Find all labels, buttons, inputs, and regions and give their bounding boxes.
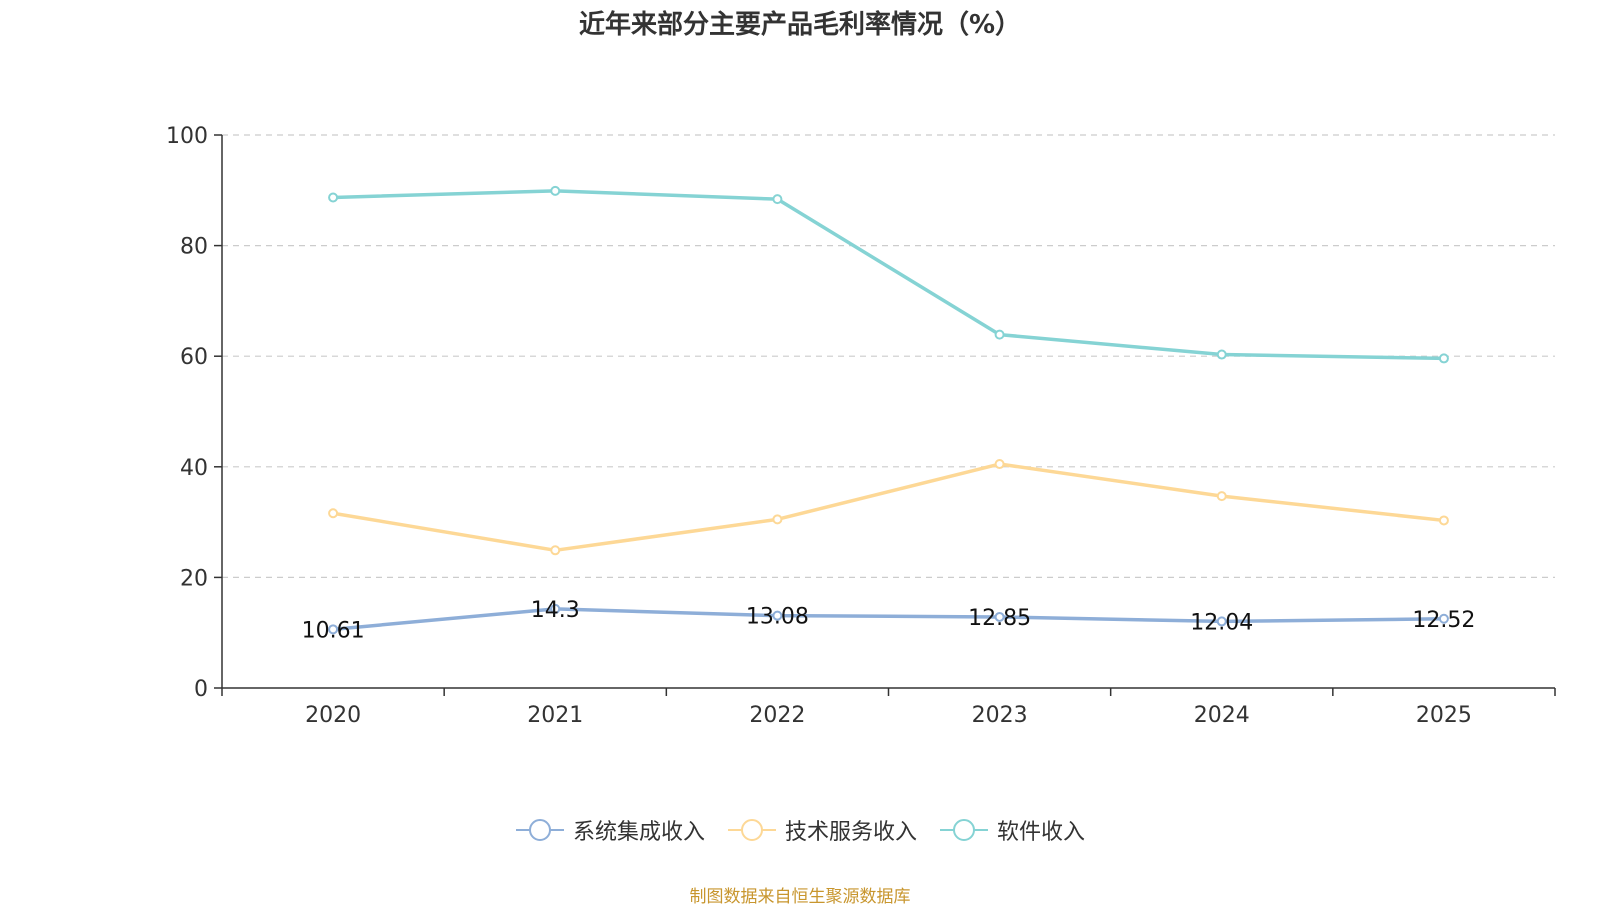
legend-item[interactable]: 系统集成收入 [515,814,705,846]
legend-line-circle-icon [515,819,564,841]
data-point [328,508,339,519]
data-label: 10.61 [302,618,365,643]
series-line-3 [333,189,1444,361]
grid-lines [222,134,1555,579]
source-note: 制图数据来自恒生聚源数据库 [689,887,911,907]
legend: 系统集成收入 技术服务收入 软件收入 [0,814,1600,846]
data-point [1438,353,1449,364]
data-point [550,603,561,614]
y-tick-label: 40 [180,456,208,481]
axes: 0 20 40 60 80 100 2020 2021 2022 2023 2024 2025 [166,124,1556,728]
y-tick-label: 0 [194,677,208,702]
x-tick-label: 2024 [1194,703,1250,728]
legend-label: 技术服务收入 [784,820,917,845]
x-tick-label: 2020 [305,703,361,728]
data-label: 14.3 [531,598,580,623]
data-point [1216,616,1227,627]
x-tick-label: 2022 [749,703,805,728]
legend-item[interactable]: 软件收入 [939,814,1085,846]
legend-item[interactable]: 技术服务收入 [727,814,917,846]
legend-line-circle-icon [940,819,988,841]
data-point [1438,613,1449,624]
data-point [1438,515,1449,526]
legend-label: 软件收入 [997,820,1086,845]
data-label: 12.52 [1412,608,1475,633]
data-point [550,185,561,196]
y-tick-label: 60 [180,345,208,370]
x-tick-label: 2023 [972,703,1028,728]
data-point [1216,349,1227,360]
legend-line-circle-icon [727,819,776,841]
data-point [550,545,561,556]
y-tick-label: 80 [180,235,208,260]
series-lines [328,185,1449,635]
data-label: 12.04 [1190,610,1253,635]
data-point [772,514,783,525]
series-line-1 [332,607,1444,632]
data-label: 13.08 [746,605,809,630]
data-label: 12.85 [968,606,1031,631]
data-point [1216,491,1227,502]
y-tick-label: 100 [166,124,208,149]
data-point [994,459,1005,470]
series-line-2 [332,462,1445,553]
data-point [328,624,339,635]
legend-label: 系统集成收入 [572,820,705,845]
data-labels: 10.61 14.3 13.08 12.85 12.04 12.52 [302,598,1476,643]
x-tick-label: 2025 [1416,703,1472,728]
data-point [328,192,339,203]
data-point [994,329,1005,340]
data-point [772,610,783,621]
chart-title: 近年来部分主要产品毛利率情况（%） [578,10,1022,40]
y-tick-label: 20 [180,566,208,591]
data-point [772,194,783,205]
x-tick-label: 2021 [527,703,583,728]
data-point [994,611,1005,622]
